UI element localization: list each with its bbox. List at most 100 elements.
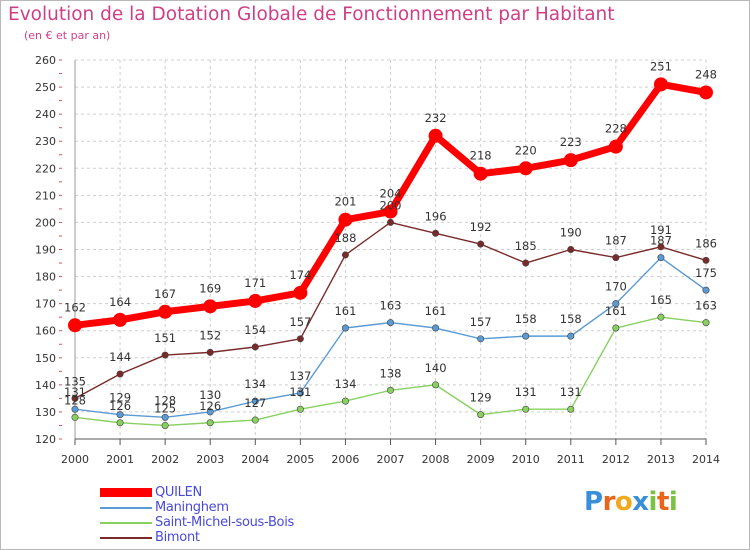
data-point xyxy=(161,413,169,421)
data-label: 218 xyxy=(470,149,492,163)
data-label: 170 xyxy=(605,280,627,294)
data-point xyxy=(563,153,578,168)
logo-letter: r xyxy=(602,487,616,517)
x-tick-label: 2010 xyxy=(512,453,540,466)
data-point xyxy=(702,286,710,294)
y-tick-label: 240 xyxy=(35,108,56,121)
data-point xyxy=(71,394,79,402)
data-point xyxy=(296,389,304,397)
data-label: 232 xyxy=(425,111,447,125)
data-label: 251 xyxy=(650,59,672,73)
y-tick-label: 160 xyxy=(35,325,56,338)
data-label: 131 xyxy=(64,385,86,399)
data-point xyxy=(161,421,169,429)
data-label: 191 xyxy=(650,223,672,237)
data-label: 187 xyxy=(605,234,627,248)
y-tick-label: 120 xyxy=(35,433,56,446)
data-label: 174 xyxy=(289,268,311,282)
data-label: 161 xyxy=(334,304,356,318)
x-tick-label: 2000 xyxy=(61,453,89,466)
data-point xyxy=(477,335,485,343)
data-label: 151 xyxy=(154,331,176,345)
y-tick-label: 190 xyxy=(35,244,56,257)
y-tick-label: 140 xyxy=(35,379,56,392)
chart-subtitle: (en € et par an) xyxy=(24,29,111,42)
data-point xyxy=(657,243,665,251)
data-point xyxy=(341,251,349,259)
data-label: 126 xyxy=(199,399,221,413)
y-tick-label: 260 xyxy=(35,54,56,67)
data-point xyxy=(518,161,533,176)
data-point xyxy=(158,304,173,319)
data-point xyxy=(653,77,668,92)
data-point xyxy=(296,335,304,343)
data-point xyxy=(522,405,530,413)
data-point xyxy=(71,405,79,413)
logo-letter: i xyxy=(668,487,678,517)
data-label: 128 xyxy=(64,393,86,407)
data-point xyxy=(68,318,82,333)
data-point xyxy=(341,397,349,405)
data-point xyxy=(293,285,308,300)
x-tick-label: 2001 xyxy=(106,453,134,466)
legend-item-bimont: Bimont xyxy=(100,530,340,545)
y-tick-label: 230 xyxy=(35,135,56,148)
data-point xyxy=(296,405,304,413)
x-tick-label: 2007 xyxy=(377,453,405,466)
data-point xyxy=(386,218,394,226)
data-point xyxy=(251,397,259,405)
data-label: 131 xyxy=(289,385,311,399)
data-point xyxy=(206,419,214,427)
data-point xyxy=(477,240,485,248)
data-point xyxy=(116,370,124,378)
data-point xyxy=(338,212,353,227)
legend-item-quilen: QUILEN xyxy=(100,485,340,500)
data-point xyxy=(612,324,620,332)
logo-letter: P xyxy=(584,487,603,517)
data-point xyxy=(71,413,79,421)
data-point xyxy=(251,343,259,351)
data-point xyxy=(432,229,440,237)
data-label: 144 xyxy=(109,350,131,364)
data-point xyxy=(206,408,214,416)
data-point xyxy=(522,259,530,267)
data-label: 165 xyxy=(650,293,672,307)
data-label: 167 xyxy=(154,287,176,301)
x-tick-label: 2011 xyxy=(557,453,585,466)
legend-swatch-quilen xyxy=(100,488,152,497)
legend-label-bimont: Bimont xyxy=(155,530,200,545)
data-label: 137 xyxy=(289,369,311,383)
data-point xyxy=(522,332,530,340)
x-tick-label: 2006 xyxy=(331,453,359,466)
data-label: 125 xyxy=(154,401,176,415)
logo-letter: i xyxy=(648,487,658,517)
x-tick-label: 2014 xyxy=(692,453,720,466)
legend-swatch-bimont xyxy=(100,537,152,539)
data-label: 131 xyxy=(560,385,582,399)
data-point xyxy=(567,332,575,340)
data-label: 161 xyxy=(425,304,447,318)
y-tick-label: 250 xyxy=(35,81,56,94)
data-label: 248 xyxy=(695,67,717,81)
data-label: 188 xyxy=(334,231,356,245)
data-label: 161 xyxy=(605,304,627,318)
data-label: 157 xyxy=(289,315,311,329)
data-label: 169 xyxy=(199,281,221,295)
data-label: 164 xyxy=(109,295,131,309)
chart-title: Evolution de la Dotation Globale de Fonc… xyxy=(8,4,615,25)
data-label: 129 xyxy=(470,391,492,405)
legend-swatch-saint-michel xyxy=(100,522,152,524)
x-tick-label: 2013 xyxy=(647,453,675,466)
data-point xyxy=(567,405,575,413)
data-label: 138 xyxy=(380,366,402,380)
data-label: 152 xyxy=(199,328,221,342)
y-tick-label: 200 xyxy=(35,216,56,229)
data-point xyxy=(432,324,440,332)
data-label: 186 xyxy=(695,236,717,250)
y-tick-label: 170 xyxy=(35,298,56,311)
data-point xyxy=(657,254,665,262)
legend-label-maninghem: Maninghem xyxy=(155,500,229,515)
data-label: 140 xyxy=(425,361,447,375)
data-label: 190 xyxy=(560,226,582,240)
